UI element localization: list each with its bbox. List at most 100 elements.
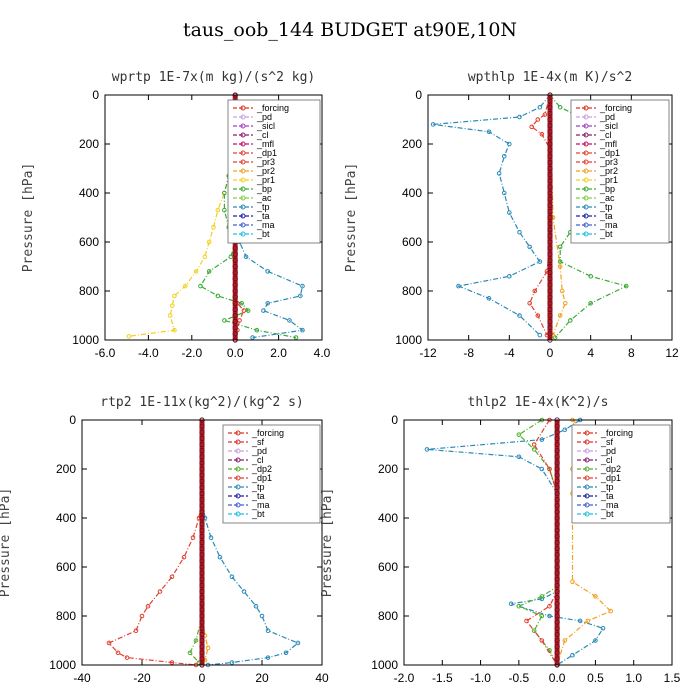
series-line-tp bbox=[201, 493, 300, 666]
zero-marker bbox=[547, 190, 553, 196]
data-point bbox=[169, 660, 175, 665]
panel-title: thlp2 1E-4x(K^2)/s bbox=[468, 395, 609, 410]
zero-marker bbox=[554, 466, 560, 472]
data-point bbox=[239, 300, 245, 306]
y-axis-label: Pressure [hPa] bbox=[21, 163, 36, 273]
data-point bbox=[124, 655, 130, 660]
x-tick-label: 1.0 bbox=[625, 671, 642, 685]
legend-label: _pd bbox=[256, 112, 272, 122]
y-tick-label: 400 bbox=[402, 186, 422, 200]
legend-label: _cl bbox=[599, 130, 612, 140]
legend-label: _ma bbox=[256, 220, 275, 230]
zero-marker bbox=[199, 650, 205, 656]
data-point bbox=[287, 318, 292, 323]
data-point bbox=[568, 318, 573, 323]
data-point bbox=[517, 313, 522, 318]
data-point bbox=[585, 618, 591, 624]
data-point bbox=[157, 589, 163, 594]
legend-marker bbox=[584, 457, 590, 463]
zero-marker bbox=[554, 454, 560, 460]
data-point bbox=[507, 141, 512, 147]
data-point bbox=[126, 334, 132, 339]
zero-marker bbox=[554, 558, 560, 564]
x-tick-label: 20 bbox=[255, 671, 269, 685]
zero-marker bbox=[199, 588, 205, 595]
legend-label: _mfl bbox=[256, 139, 274, 149]
plot-frame bbox=[403, 419, 673, 666]
data-point bbox=[486, 296, 492, 301]
data-point bbox=[190, 535, 196, 540]
series-line-pr2 bbox=[549, 94, 566, 336]
series-line-pr1 bbox=[128, 95, 236, 337]
legend-label: _dp1 bbox=[599, 148, 620, 158]
data-point bbox=[253, 603, 259, 609]
legend-marker bbox=[583, 150, 589, 156]
data-point bbox=[539, 437, 545, 442]
zero-marker bbox=[554, 576, 560, 582]
legend-marker bbox=[240, 168, 246, 174]
y-tick-label: 400 bbox=[56, 511, 76, 525]
zero-marker bbox=[554, 625, 560, 631]
legend-label: _tp bbox=[600, 482, 614, 492]
y-tick-label: 400 bbox=[378, 511, 398, 525]
legend-marker bbox=[583, 204, 589, 210]
legend-marker bbox=[235, 457, 241, 463]
data-point bbox=[243, 254, 249, 260]
data-point bbox=[531, 628, 537, 634]
data-point bbox=[172, 327, 177, 333]
zero-marker bbox=[547, 319, 553, 325]
x-tick-label: -2.0 bbox=[394, 671, 415, 685]
legend-label: _pr3 bbox=[599, 157, 618, 167]
y-tick-label: 600 bbox=[56, 560, 76, 574]
legend-label: _mfl bbox=[599, 139, 617, 149]
data-point bbox=[456, 283, 461, 289]
data-point bbox=[265, 655, 271, 660]
data-point bbox=[557, 264, 563, 269]
x-tick-label: 4.0 bbox=[314, 346, 331, 360]
legend-marker bbox=[583, 213, 589, 219]
zero-marker bbox=[547, 165, 553, 172]
y-tick-label: 0 bbox=[69, 413, 76, 427]
data-point bbox=[245, 308, 251, 313]
zero-marker bbox=[199, 454, 205, 460]
data-point bbox=[187, 650, 193, 656]
zero-marker bbox=[554, 429, 560, 435]
zero-marker bbox=[547, 178, 553, 184]
data-point bbox=[516, 603, 522, 609]
x-tick-label: 12 bbox=[665, 346, 679, 360]
data-point bbox=[169, 574, 175, 580]
y-tick-label: 800 bbox=[79, 284, 99, 298]
data-point bbox=[508, 601, 514, 607]
zero-marker bbox=[547, 312, 553, 319]
zero-marker bbox=[547, 135, 553, 141]
zero-marker bbox=[554, 552, 560, 558]
x-tick-label: -8 bbox=[463, 346, 474, 360]
legend-marker bbox=[584, 466, 590, 472]
zero-marker bbox=[232, 306, 238, 312]
x-tick-label: 1.5 bbox=[664, 671, 681, 685]
legend-label: _forcing bbox=[251, 428, 284, 438]
legend-marker bbox=[240, 105, 246, 111]
legend-label: _pd bbox=[251, 446, 267, 456]
legend-marker bbox=[583, 195, 589, 201]
zero-marker bbox=[547, 300, 553, 306]
zero-marker bbox=[199, 478, 205, 484]
chart-panel-4: thlp2 1E-4x(K^2)/s Pressure [hPa] -2.0 -1.5… bbox=[320, 395, 681, 685]
panel-title: wprtp 1E-7x(m kg)/(s^2 kg) bbox=[112, 70, 316, 85]
zero-marker bbox=[199, 423, 205, 429]
zero-marker bbox=[199, 613, 205, 619]
zero-marker bbox=[554, 478, 560, 484]
zero-marker bbox=[547, 153, 553, 159]
zero-marker bbox=[547, 233, 553, 239]
data-point bbox=[265, 269, 271, 274]
data-point bbox=[261, 308, 266, 313]
legend-marker bbox=[240, 132, 246, 138]
zero-marker bbox=[547, 104, 553, 110]
data-point bbox=[507, 210, 512, 215]
legend-marker bbox=[584, 484, 590, 490]
data-point bbox=[593, 638, 598, 643]
zero-marker bbox=[554, 601, 560, 607]
zero-marker bbox=[232, 263, 238, 270]
x-tick-label: -2.0 bbox=[181, 346, 202, 360]
legend-label: _pr2 bbox=[599, 166, 618, 176]
